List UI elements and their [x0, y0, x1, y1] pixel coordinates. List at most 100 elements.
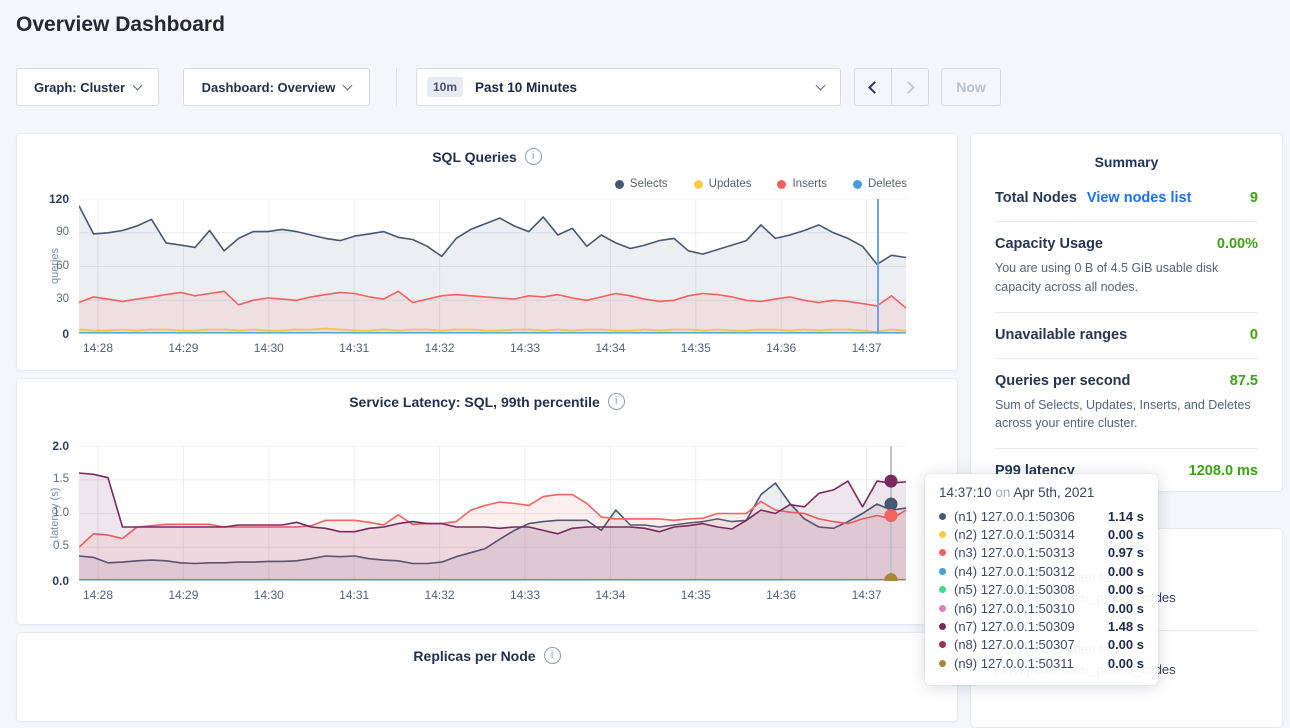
x-axis-tick: 14:34	[595, 588, 626, 602]
toolbar-divider	[396, 68, 397, 106]
dashboard-dropdown[interactable]: Dashboard: Overview	[183, 68, 370, 106]
legend-item[interactable]: Deletes	[853, 178, 907, 190]
legend-label: Deletes	[868, 178, 907, 190]
summary-rows: Total Nodes View nodes list 9 Capacity Usag…	[971, 176, 1282, 494]
tooltip-node-value: 0.97 s	[1107, 545, 1144, 561]
series-dot-icon	[939, 641, 946, 649]
y-axis-tick: 1.0	[53, 506, 69, 519]
y-axis-tick: 90	[56, 225, 69, 238]
tooltip-node-label: (n1) 127.0.0.1:50306	[954, 508, 1075, 524]
sql-queries-plot[interactable]	[79, 199, 906, 334]
chart-title: Service Latency: SQL, 99th percentile	[349, 393, 600, 410]
tooltip-row: (n8) 127.0.0.1:50307 0.00 s	[939, 636, 1144, 654]
graph-dropdown[interactable]: Graph: Cluster	[16, 68, 159, 106]
series-dot-icon	[939, 512, 946, 520]
x-axis-tick: 14:28	[82, 588, 114, 602]
legend-item[interactable]: Updates	[693, 178, 752, 190]
tooltip-node-label: (n4) 127.0.0.1:50312	[954, 563, 1075, 579]
summary-row: Total Nodes View nodes list 9	[995, 176, 1258, 221]
summary-label: Total Nodes	[995, 190, 1077, 206]
tooltip-node-value: 1.14 s	[1107, 508, 1144, 524]
summary-value: 0	[1249, 326, 1258, 343]
info-icon[interactable]: i	[524, 148, 542, 165]
page-title: Overview Dashboard	[16, 13, 225, 36]
chart-title: Replicas per Node	[413, 647, 536, 664]
x-axis-tick: 14:31	[339, 341, 370, 355]
chart-title: SQL Queries	[432, 148, 517, 165]
summary-label: Capacity Usage	[995, 236, 1103, 252]
x-axis-tick: 14:35	[680, 588, 711, 602]
tooltip-node-value: 0.00 s	[1107, 582, 1144, 598]
tooltip-timestamp: 14:37:10 on Apr 5th, 2021	[939, 485, 1095, 500]
summary-row: Queries per second 87.5 Sum of Selects, Up…	[995, 357, 1258, 449]
y-axis-tick: 2.0	[52, 439, 69, 453]
service-latency-plot[interactable]	[79, 446, 906, 587]
time-range-label: Past 10 Minutes	[475, 79, 578, 95]
info-icon[interactable]: i	[607, 393, 625, 410]
summary-description: Sum of Selects, Updates, Inserts, and De…	[995, 397, 1251, 431]
tooltip-row: (n3) 127.0.0.1:50313 0.97 s	[939, 544, 1144, 562]
x-axis-tick: 14:33	[509, 588, 541, 602]
chart-tooltip: 14:37:10 on Apr 5th, 2021 (n1) 127.0.0.1…	[925, 474, 1158, 685]
view-nodes-list-link[interactable]: View nodes list	[1086, 190, 1192, 206]
tooltip-row: (n5) 127.0.0.1:50308 0.00 s	[939, 581, 1144, 599]
sql-queries-chart-card: SQL Queries i Selects Updates Inserts Delet…	[16, 133, 958, 371]
now-button[interactable]: Now	[941, 68, 1001, 106]
chart-legend: Selects Updates Inserts Deletes	[614, 178, 907, 190]
tooltip-row: (n1) 127.0.0.1:50306 1.14 s	[939, 507, 1144, 525]
summary-value: 1208.0 ms	[1188, 463, 1258, 479]
summary-row: Unavailable ranges 0	[995, 311, 1258, 358]
legend-label: Updates	[708, 178, 752, 190]
chevron-down-icon	[815, 80, 826, 90]
x-axis-tick: 14:30	[253, 588, 284, 602]
tooltip-row: (n4) 127.0.0.1:50312 0.00 s	[939, 562, 1144, 580]
tooltip-row: (n7) 127.0.0.1:50309 1.48 s	[939, 617, 1144, 635]
chevron-left-icon	[868, 80, 881, 94]
summary-row: Capacity Usage 0.00% You are using 0 B of …	[995, 221, 1258, 312]
info-icon[interactable]: i	[543, 647, 561, 664]
x-axis-tick: 14:30	[253, 341, 284, 355]
legend-dot-icon	[693, 179, 703, 189]
tooltip-node-value: 0.00 s	[1107, 655, 1144, 671]
tooltip-row: (n2) 127.0.0.1:50314 0.00 s	[939, 525, 1144, 543]
tooltip-node-value: 0.00 s	[1107, 563, 1144, 579]
x-axis-tick: 14:31	[339, 588, 370, 602]
series-dot-icon	[939, 604, 946, 612]
tooltip-node-value: 0.00 s	[1107, 637, 1144, 653]
summary-title: Summary	[1094, 154, 1159, 170]
legend-item[interactable]: Selects	[614, 178, 668, 190]
legend-item[interactable]: Inserts	[777, 178, 827, 190]
tooltip-node-value: 0.00 s	[1107, 600, 1144, 616]
time-range-picker[interactable]: 10m Past 10 Minutes	[416, 68, 841, 106]
summary-panel: Summary Total Nodes View nodes list 9 Capac…	[970, 133, 1283, 492]
time-pager	[854, 68, 929, 106]
tooltip-row: (n6) 127.0.0.1:50310 0.00 s	[939, 599, 1144, 617]
legend-label: Selects	[629, 178, 668, 190]
time-prev-button[interactable]	[855, 69, 892, 105]
summary-label: Queries per second	[995, 372, 1131, 389]
graph-dropdown-label: Graph: Cluster	[33, 79, 125, 95]
tooltip-node-label: (n5) 127.0.0.1:50308	[954, 582, 1075, 598]
replicas-per-node-chart-card: Replicas per Node i	[16, 632, 958, 722]
x-axis-tick: 14:35	[680, 341, 711, 355]
x-axis-tick: 14:33	[509, 341, 541, 355]
time-next-button[interactable]	[892, 69, 928, 105]
y-axis-tick: 0.0	[52, 574, 69, 588]
x-axis-tick: 14:34	[595, 341, 626, 355]
tooltip-node-label: (n8) 127.0.0.1:50307	[954, 637, 1075, 653]
legend-label: Inserts	[792, 178, 827, 190]
legend-dot-icon	[614, 179, 624, 189]
series-dot-icon	[939, 586, 946, 594]
tooltip-node-label: (n2) 127.0.0.1:50314	[954, 527, 1075, 543]
summary-label: Unavailable ranges	[995, 326, 1128, 343]
service-latency-chart-card: Service Latency: SQL, 99th percentile i …	[16, 378, 958, 625]
tooltip-node-label: (n6) 127.0.0.1:50310	[954, 600, 1075, 616]
y-axis-tick: 120	[48, 192, 69, 206]
summary-value: 0.00%	[1216, 236, 1258, 252]
tooltip-row: (n9) 127.0.0.1:50311 0.00 s	[939, 654, 1144, 672]
summary-value: 87.5	[1229, 372, 1258, 389]
tooltip-node-label: (n9) 127.0.0.1:50311	[954, 655, 1074, 671]
x-axis-tick: 14:36	[766, 588, 797, 602]
summary-value: 9	[1249, 190, 1258, 206]
x-axis-tick: 14:32	[424, 588, 455, 602]
